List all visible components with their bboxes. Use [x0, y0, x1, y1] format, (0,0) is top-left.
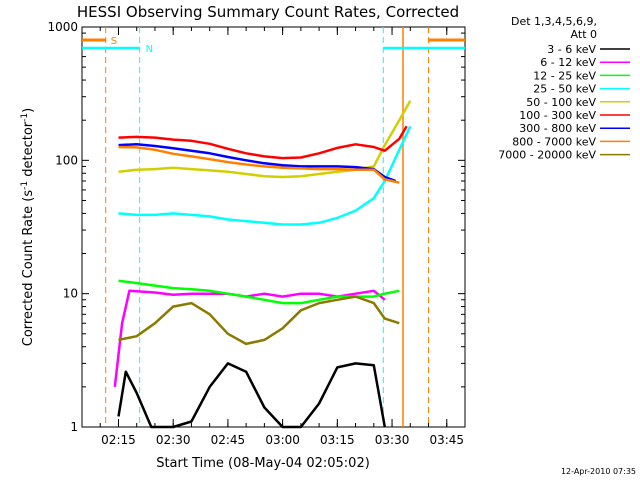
x-tick-label: 03:00 — [265, 433, 300, 447]
legend-label: 50 - 100 keV — [526, 96, 596, 109]
series-line-2 — [118, 279, 400, 305]
y-axis-label-sup-1: -1 — [20, 181, 30, 190]
y-tick-label: 100 — [55, 153, 78, 167]
x-tick-label: 03:15 — [320, 433, 355, 447]
series-line-4 — [118, 100, 412, 179]
legend-label: 100 - 300 keV — [519, 109, 596, 122]
series-line-7 — [118, 145, 400, 184]
y-axis-label-main: Corrected Count Rate (s — [21, 190, 36, 347]
legend-label: 800 - 7000 keV — [512, 135, 596, 148]
x-tick-label: 02:15 — [101, 433, 136, 447]
x-axis-label: Start Time (08-May-04 02:05:02) — [156, 456, 370, 471]
y-tick-label: 10 — [63, 287, 78, 301]
series-layer — [113, 100, 412, 429]
saa-label: S — [111, 36, 117, 47]
series-line-5 — [118, 125, 408, 160]
y-axis: 1 10 100 1000 — [47, 20, 465, 434]
night-label: N — [146, 44, 153, 55]
legend-label: 6 - 12 keV — [540, 56, 596, 69]
x-tick-label: 03:30 — [375, 433, 410, 447]
y-axis-label-end: ) — [21, 108, 36, 113]
plot-frame — [81, 26, 466, 428]
legend-header-1: Det 1,3,4,5,6,9, — [511, 15, 597, 28]
legend-label: 7000 - 20000 keV — [498, 149, 596, 162]
legend-label: 25 - 50 keV — [533, 83, 596, 96]
y-tick-label: 1 — [70, 420, 78, 434]
y-axis-label: Corrected Count Rate (s-1 detector-1) — [20, 108, 36, 346]
legend-label: 300 - 800 keV — [519, 122, 596, 135]
y-tick-label: 1000 — [47, 20, 78, 34]
legend-label: 12 - 25 keV — [533, 69, 596, 82]
series-line-8 — [118, 295, 400, 346]
series-line-6 — [118, 143, 397, 183]
y-axis-label-sup-2: -1 — [20, 113, 30, 122]
date-stamp: 12-Apr-2010 07:35 — [561, 467, 636, 476]
x-tick-label: 02:45 — [211, 433, 246, 447]
x-tick-label: 03:45 — [429, 433, 464, 447]
x-tick-label: 02:30 — [156, 433, 191, 447]
chart-title: HESSI Observing Summary Count Rates, Cor… — [77, 3, 459, 21]
x-axis: 02:15 02:30 02:45 03:00 03:15 03:30 03:45 — [81, 27, 466, 447]
legend-label: 3 - 6 keV — [547, 43, 596, 56]
series-line-0 — [117, 362, 387, 429]
series-line-3 — [118, 125, 412, 226]
legend-header-2: Att 0 — [571, 28, 597, 41]
y-axis-label-mid: detector — [21, 121, 36, 181]
time-markers: SN — [82, 27, 465, 427]
